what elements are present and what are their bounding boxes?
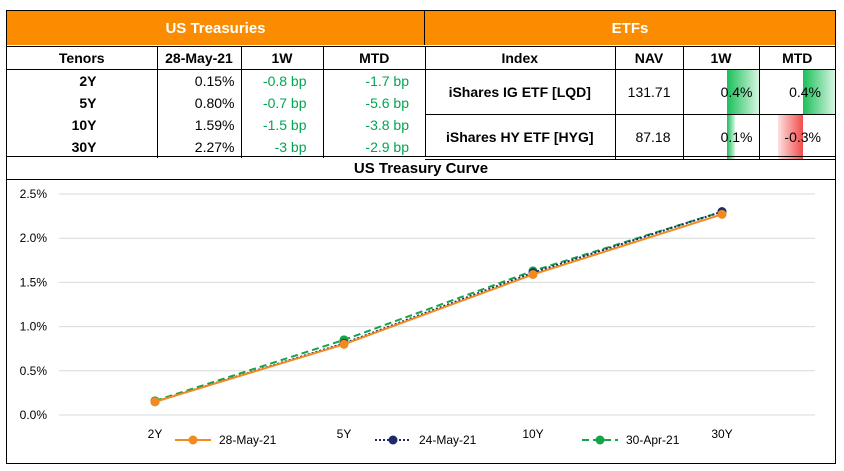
index-name-cell: iShares HY ETF [HYG] — [425, 114, 615, 160]
change-mtd-value: -0.3% — [784, 129, 821, 145]
legend-swatch-marker — [388, 435, 398, 445]
series-line — [154, 210, 723, 402]
tenor-cell: 5Y — [79, 95, 97, 111]
col-header-nav: NAV — [614, 46, 683, 70]
nav-cell: 131.71 — [614, 69, 683, 115]
databar — [802, 70, 836, 114]
etfs-header: ETFs — [425, 11, 835, 45]
tenor-cell: 2Y — [79, 73, 97, 89]
treasuries-table: Tenors 28-May-21 1W MTD 2Y 0.15% -0.8 bp… — [7, 46, 425, 158]
databar — [726, 70, 760, 114]
change-1w-cell: 0.4% — [682, 69, 760, 115]
table-row: 10Y 1.59% -1.5 bp -3.8 bp — [7, 114, 425, 136]
table-row: iShares HY ETF [HYG] 87.18 0.1% -0.3% — [425, 114, 835, 160]
change-mtd-cell: -3.8 bp — [322, 114, 425, 136]
col-header-tenors: Tenors — [7, 46, 157, 70]
tenor-cell: 10Y — [71, 117, 97, 133]
data-point — [717, 209, 727, 219]
change-mtd-cell: -0.3% — [758, 114, 835, 160]
col-header-1w: 1W — [240, 46, 323, 70]
y-tick-label: 0.5% — [20, 364, 48, 378]
change-1w-cell: -3 bp — [240, 136, 323, 158]
legend-label: 28-May-21 — [219, 433, 277, 447]
data-point — [528, 269, 538, 279]
etfs-table: Index NAV 1W MTD iShares IG ETF [LQD] 13… — [425, 46, 836, 160]
change-1w-cell: -0.8 bp — [240, 69, 323, 92]
change-1w-cell: -0.7 bp — [240, 92, 323, 114]
dashboard-frame — [6, 10, 836, 464]
col-header-date: 28-May-21 — [156, 46, 241, 70]
index-name-cell: iShares IG ETF [LQD] — [425, 69, 615, 115]
change-1w-value: 0.4% — [720, 84, 753, 100]
chart-title: US Treasury Curve — [7, 156, 835, 180]
legend-label: 30-Apr-21 — [626, 433, 680, 447]
tenor-cell: 30Y — [71, 139, 97, 155]
change-1w-cell: -1.5 bp — [240, 114, 323, 136]
change-mtd-cell: -2.9 bp — [322, 136, 425, 158]
x-tick-label: 30Y — [711, 427, 732, 441]
databar — [726, 115, 735, 159]
y-tick-label: 1.5% — [20, 275, 48, 289]
nav-cell: 87.18 — [614, 114, 683, 160]
change-mtd-cell: -1.7 bp — [322, 69, 425, 92]
y-tick-label: 2.5% — [20, 187, 48, 201]
yield-cell: 2.27% — [156, 136, 241, 158]
legend-label: 24-May-21 — [419, 433, 477, 447]
data-point — [150, 397, 160, 407]
treasuries-header-row: Tenors 28-May-21 1W MTD — [7, 46, 425, 70]
x-tick-label: 2Y — [148, 427, 163, 441]
data-point — [339, 339, 349, 349]
y-tick-label: 1.0% — [20, 320, 48, 334]
table-row: 5Y 0.80% -0.7 bp -5.6 bp — [7, 92, 425, 114]
change-mtd-cell: -5.6 bp — [322, 92, 425, 114]
col-header-mtd: MTD — [322, 46, 425, 70]
etfs-header-row: Index NAV 1W MTD — [425, 46, 835, 70]
yield-cell: 0.80% — [156, 92, 241, 114]
col-header-index: Index — [425, 46, 615, 70]
col-header-mtd: MTD — [758, 46, 835, 70]
change-1w-cell: 0.1% — [682, 114, 759, 160]
yield-cell: 0.15% — [156, 69, 241, 92]
col-header-1w: 1W — [682, 46, 759, 70]
y-tick-label: 0.0% — [20, 408, 48, 422]
legend-swatch-marker — [188, 435, 198, 445]
databar — [778, 115, 803, 159]
x-tick-label: 10Y — [522, 427, 543, 441]
table-row: iShares IG ETF [LQD] 131.71 0.4% 0.4% — [425, 69, 836, 115]
legend-swatch-marker — [595, 435, 605, 445]
yield-cell: 1.59% — [156, 114, 241, 136]
change-mtd-cell: 0.4% — [758, 69, 836, 115]
series-line — [154, 213, 723, 403]
x-tick-label: 5Y — [337, 427, 352, 441]
y-tick-label: 2.0% — [20, 231, 48, 245]
table-row: 2Y 0.15% -0.8 bp -1.7 bp — [7, 69, 425, 92]
treasuries-header: US Treasuries — [7, 11, 425, 45]
change-mtd-value: 0.4% — [789, 84, 821, 100]
change-1w-value: 0.1% — [720, 129, 753, 145]
treasury-curve-chart: 0.0% 0.5% 1.0% 1.5% 2.0% 2.5% 2Y 5Y 10Y 30Y 28-May… — [20, 187, 815, 447]
table-row: 30Y 2.27% -3 bp -2.9 bp — [7, 136, 425, 158]
